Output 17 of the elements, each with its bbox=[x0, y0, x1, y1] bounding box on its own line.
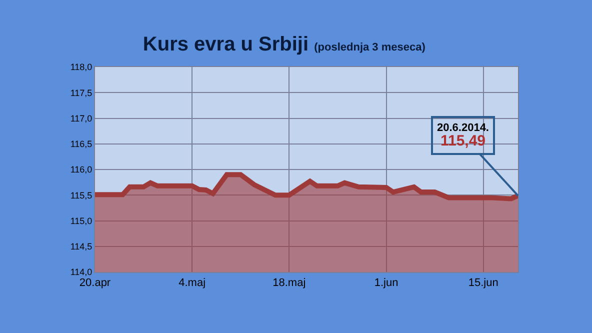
annotation: 20.6.2014. 115,49 bbox=[437, 122, 489, 150]
y-tick-label: 115,5 bbox=[70, 190, 92, 200]
y-tick-label: 117,5 bbox=[70, 88, 92, 98]
x-tick-label: 4.maj bbox=[178, 277, 206, 290]
x-tick-label: 20.apr bbox=[79, 277, 111, 290]
y-tick-label: 114,5 bbox=[70, 242, 92, 252]
y-tick-label: 115,0 bbox=[70, 216, 92, 226]
y-tick-label: 116,5 bbox=[70, 139, 92, 150]
y-tick-label: 117,0 bbox=[70, 113, 92, 124]
x-tick-label: 15.jun bbox=[468, 277, 498, 290]
x-tick-label: 1.jun bbox=[374, 277, 398, 290]
chart-title: Kurs evra u Srbiji bbox=[142, 33, 309, 56]
y-tick-label: 118,0 bbox=[70, 62, 92, 72]
y-tick-label: 116,0 bbox=[70, 164, 92, 175]
x-tick-label: 18.maj bbox=[272, 277, 306, 290]
y-tick-label: 114,0 bbox=[70, 267, 92, 278]
chart-subtitle: (poslednja 3 meseca) bbox=[314, 41, 426, 54]
